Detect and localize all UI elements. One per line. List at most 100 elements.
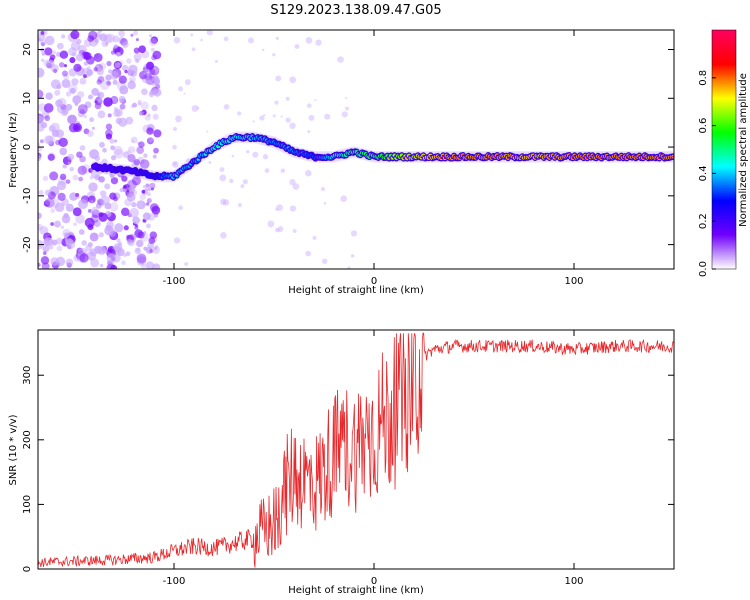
noise-speckle bbox=[289, 122, 296, 130]
noise-speckle bbox=[113, 145, 123, 156]
noise-speckle bbox=[62, 164, 67, 169]
noise-speckle bbox=[126, 58, 132, 64]
x-tick-label: 100 bbox=[564, 276, 583, 287]
noise-speckle bbox=[150, 78, 160, 87]
noise-speckle bbox=[103, 97, 113, 107]
noise-speckle bbox=[101, 158, 108, 166]
noise-speckle bbox=[248, 37, 254, 44]
noise-speckle bbox=[112, 35, 120, 43]
noise-speckle bbox=[57, 192, 66, 202]
noise-speckle bbox=[143, 69, 151, 76]
noise-speckle bbox=[131, 160, 139, 169]
noise-speckle bbox=[43, 237, 54, 247]
noise-speckle bbox=[77, 165, 87, 176]
noise-speckle bbox=[289, 178, 296, 186]
noise-speckle bbox=[63, 73, 70, 80]
noise-speckle bbox=[246, 150, 250, 154]
colorbar: 0.0 0.2 0.4 0.6 0.8 Normalized spectral ampl… bbox=[698, 29, 749, 277]
noise-speckle bbox=[65, 91, 71, 97]
noise-speckle bbox=[148, 80, 153, 85]
noise-speckle bbox=[146, 127, 154, 135]
noise-speckle bbox=[110, 50, 116, 55]
noise-speckle bbox=[65, 203, 74, 212]
noise-speckle bbox=[109, 138, 115, 144]
noise-speckle bbox=[152, 113, 159, 120]
noise-speckle bbox=[98, 176, 105, 183]
noise-speckle bbox=[183, 92, 186, 95]
noise-speckle bbox=[54, 202, 65, 213]
noise-speckle bbox=[61, 109, 68, 117]
y-tick-label: 20 bbox=[22, 43, 33, 56]
noise-speckle bbox=[91, 88, 99, 96]
noise-speckle bbox=[42, 245, 50, 253]
noise-speckle bbox=[110, 155, 117, 161]
noise-speckle bbox=[56, 180, 67, 191]
noise-speckle bbox=[305, 169, 312, 177]
noise-speckle bbox=[105, 133, 113, 140]
noise-speckle bbox=[95, 202, 102, 209]
noise-speckle bbox=[146, 61, 155, 70]
noise-speckle bbox=[350, 254, 355, 258]
noise-speckle bbox=[173, 36, 181, 44]
noise-speckle bbox=[39, 39, 47, 46]
noise-speckle bbox=[285, 96, 290, 101]
noise-speckle bbox=[100, 195, 110, 206]
noise-speckle bbox=[264, 168, 270, 173]
noise-speckle bbox=[148, 34, 153, 38]
noise-speckle bbox=[94, 100, 98, 104]
noise-speckle bbox=[104, 183, 111, 190]
noise-speckle bbox=[134, 58, 140, 64]
noise-speckle bbox=[67, 114, 77, 125]
noise-speckle bbox=[122, 151, 130, 158]
noise-speckle bbox=[46, 135, 56, 145]
noise-speckle bbox=[152, 66, 159, 73]
noise-speckle bbox=[147, 113, 151, 117]
noise-speckle bbox=[143, 246, 148, 251]
noise-speckle bbox=[105, 123, 113, 130]
noise-speckle bbox=[110, 174, 114, 179]
noise-speckle bbox=[152, 154, 157, 159]
noise-speckle bbox=[70, 30, 80, 40]
noise-speckle bbox=[110, 177, 119, 185]
noise-speckle bbox=[214, 59, 218, 63]
noise-speckle bbox=[44, 115, 51, 122]
noise-speckle bbox=[178, 205, 183, 211]
noise-speckle bbox=[231, 154, 235, 158]
noise-speckle bbox=[147, 192, 151, 196]
noise-speckle bbox=[87, 94, 94, 100]
noise-speckle bbox=[83, 74, 87, 79]
noise-speckle bbox=[337, 56, 344, 63]
noise-speckle bbox=[149, 231, 158, 239]
noise-speckle bbox=[96, 68, 104, 76]
noise-speckle bbox=[237, 111, 242, 116]
noise-speckle bbox=[69, 166, 74, 172]
noise-speckle bbox=[126, 234, 130, 239]
colorbar-tick-label: 0.0 bbox=[698, 261, 709, 277]
noise-speckle bbox=[127, 154, 136, 163]
noise-speckle bbox=[184, 261, 189, 267]
noise-speckle bbox=[94, 174, 101, 181]
noise-speckle bbox=[84, 217, 95, 228]
noise-speckle bbox=[97, 76, 105, 83]
noise-speckle bbox=[130, 33, 134, 37]
noise-speckle bbox=[350, 230, 358, 237]
noise-speckle bbox=[71, 78, 79, 86]
x-tick-label: 0 bbox=[371, 576, 377, 587]
noise-speckle bbox=[40, 122, 48, 129]
noise-speckle bbox=[145, 261, 155, 269]
noise-speckle bbox=[65, 179, 71, 184]
noise-speckle bbox=[153, 246, 158, 251]
noise-speckle bbox=[149, 203, 159, 212]
noise-speckle bbox=[41, 58, 45, 62]
noise-speckle bbox=[292, 183, 300, 190]
noise-speckle bbox=[131, 139, 135, 143]
noise-speckle bbox=[43, 103, 54, 113]
noise-speckle bbox=[285, 117, 291, 123]
noise-speckle bbox=[91, 206, 98, 213]
noise-speckle bbox=[190, 33, 194, 37]
noise-speckle bbox=[137, 156, 145, 165]
noise-speckle bbox=[135, 38, 139, 42]
colorbar-label: Normalized spectral amplitude bbox=[738, 73, 749, 227]
noise-speckle bbox=[113, 44, 118, 49]
